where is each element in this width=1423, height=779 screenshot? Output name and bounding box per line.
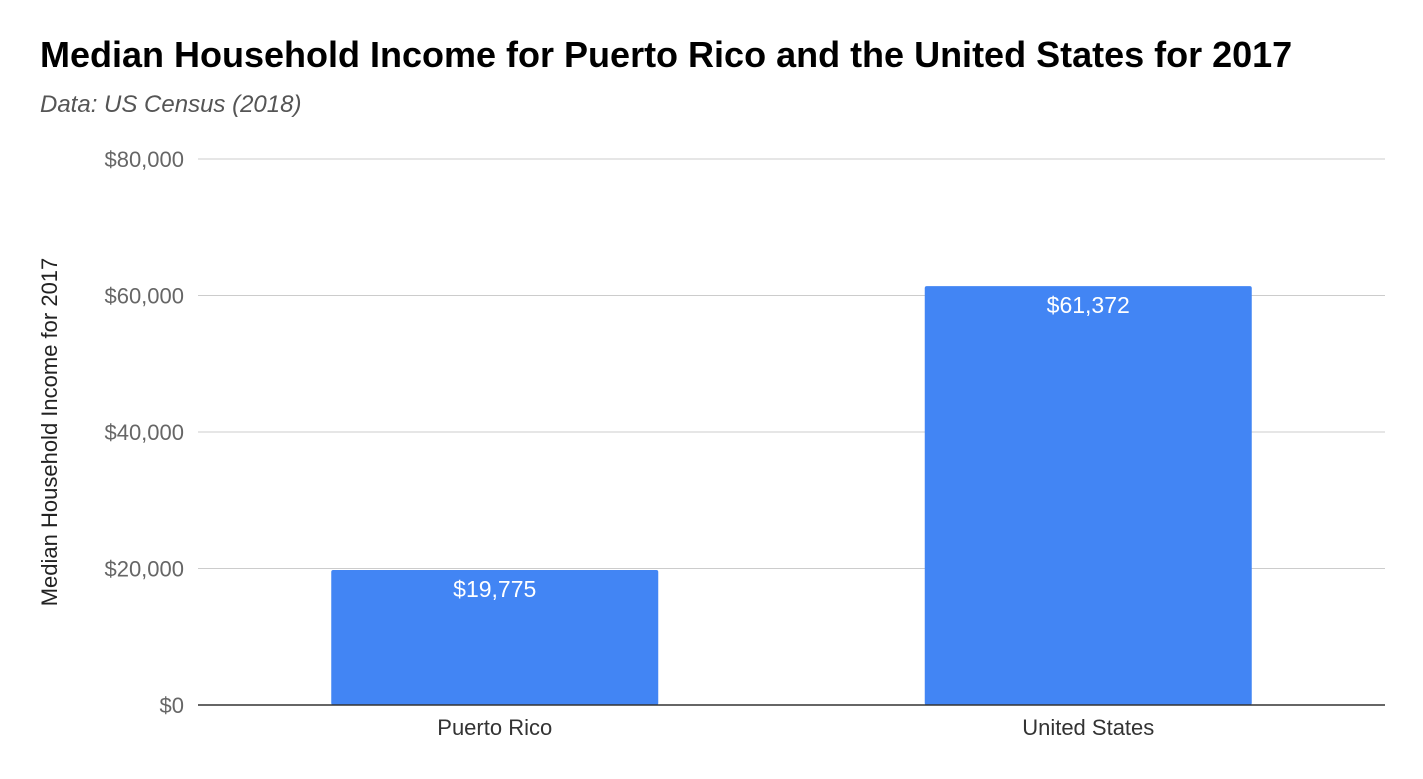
chart-title: Median Household Income for Puerto Rico …: [40, 34, 1293, 75]
bar-data-label: $61,372: [1047, 292, 1130, 318]
y-tick-label: $60,000: [104, 284, 184, 309]
y-tick-label: $80,000: [104, 147, 184, 172]
y-axis-title: Median Household Income for 2017: [37, 258, 62, 607]
bar: [331, 570, 659, 705]
x-category-label: United States: [1022, 715, 1154, 740]
y-tick-label: $40,000: [104, 420, 184, 445]
bar-data-label: $19,775: [453, 576, 536, 602]
chart-subtitle: Data: US Census (2018): [40, 91, 302, 118]
y-tick-label: $20,000: [104, 557, 184, 582]
bar: [924, 286, 1252, 705]
x-category-label: Puerto Rico: [437, 715, 552, 740]
y-tick-label: $0: [160, 693, 184, 718]
